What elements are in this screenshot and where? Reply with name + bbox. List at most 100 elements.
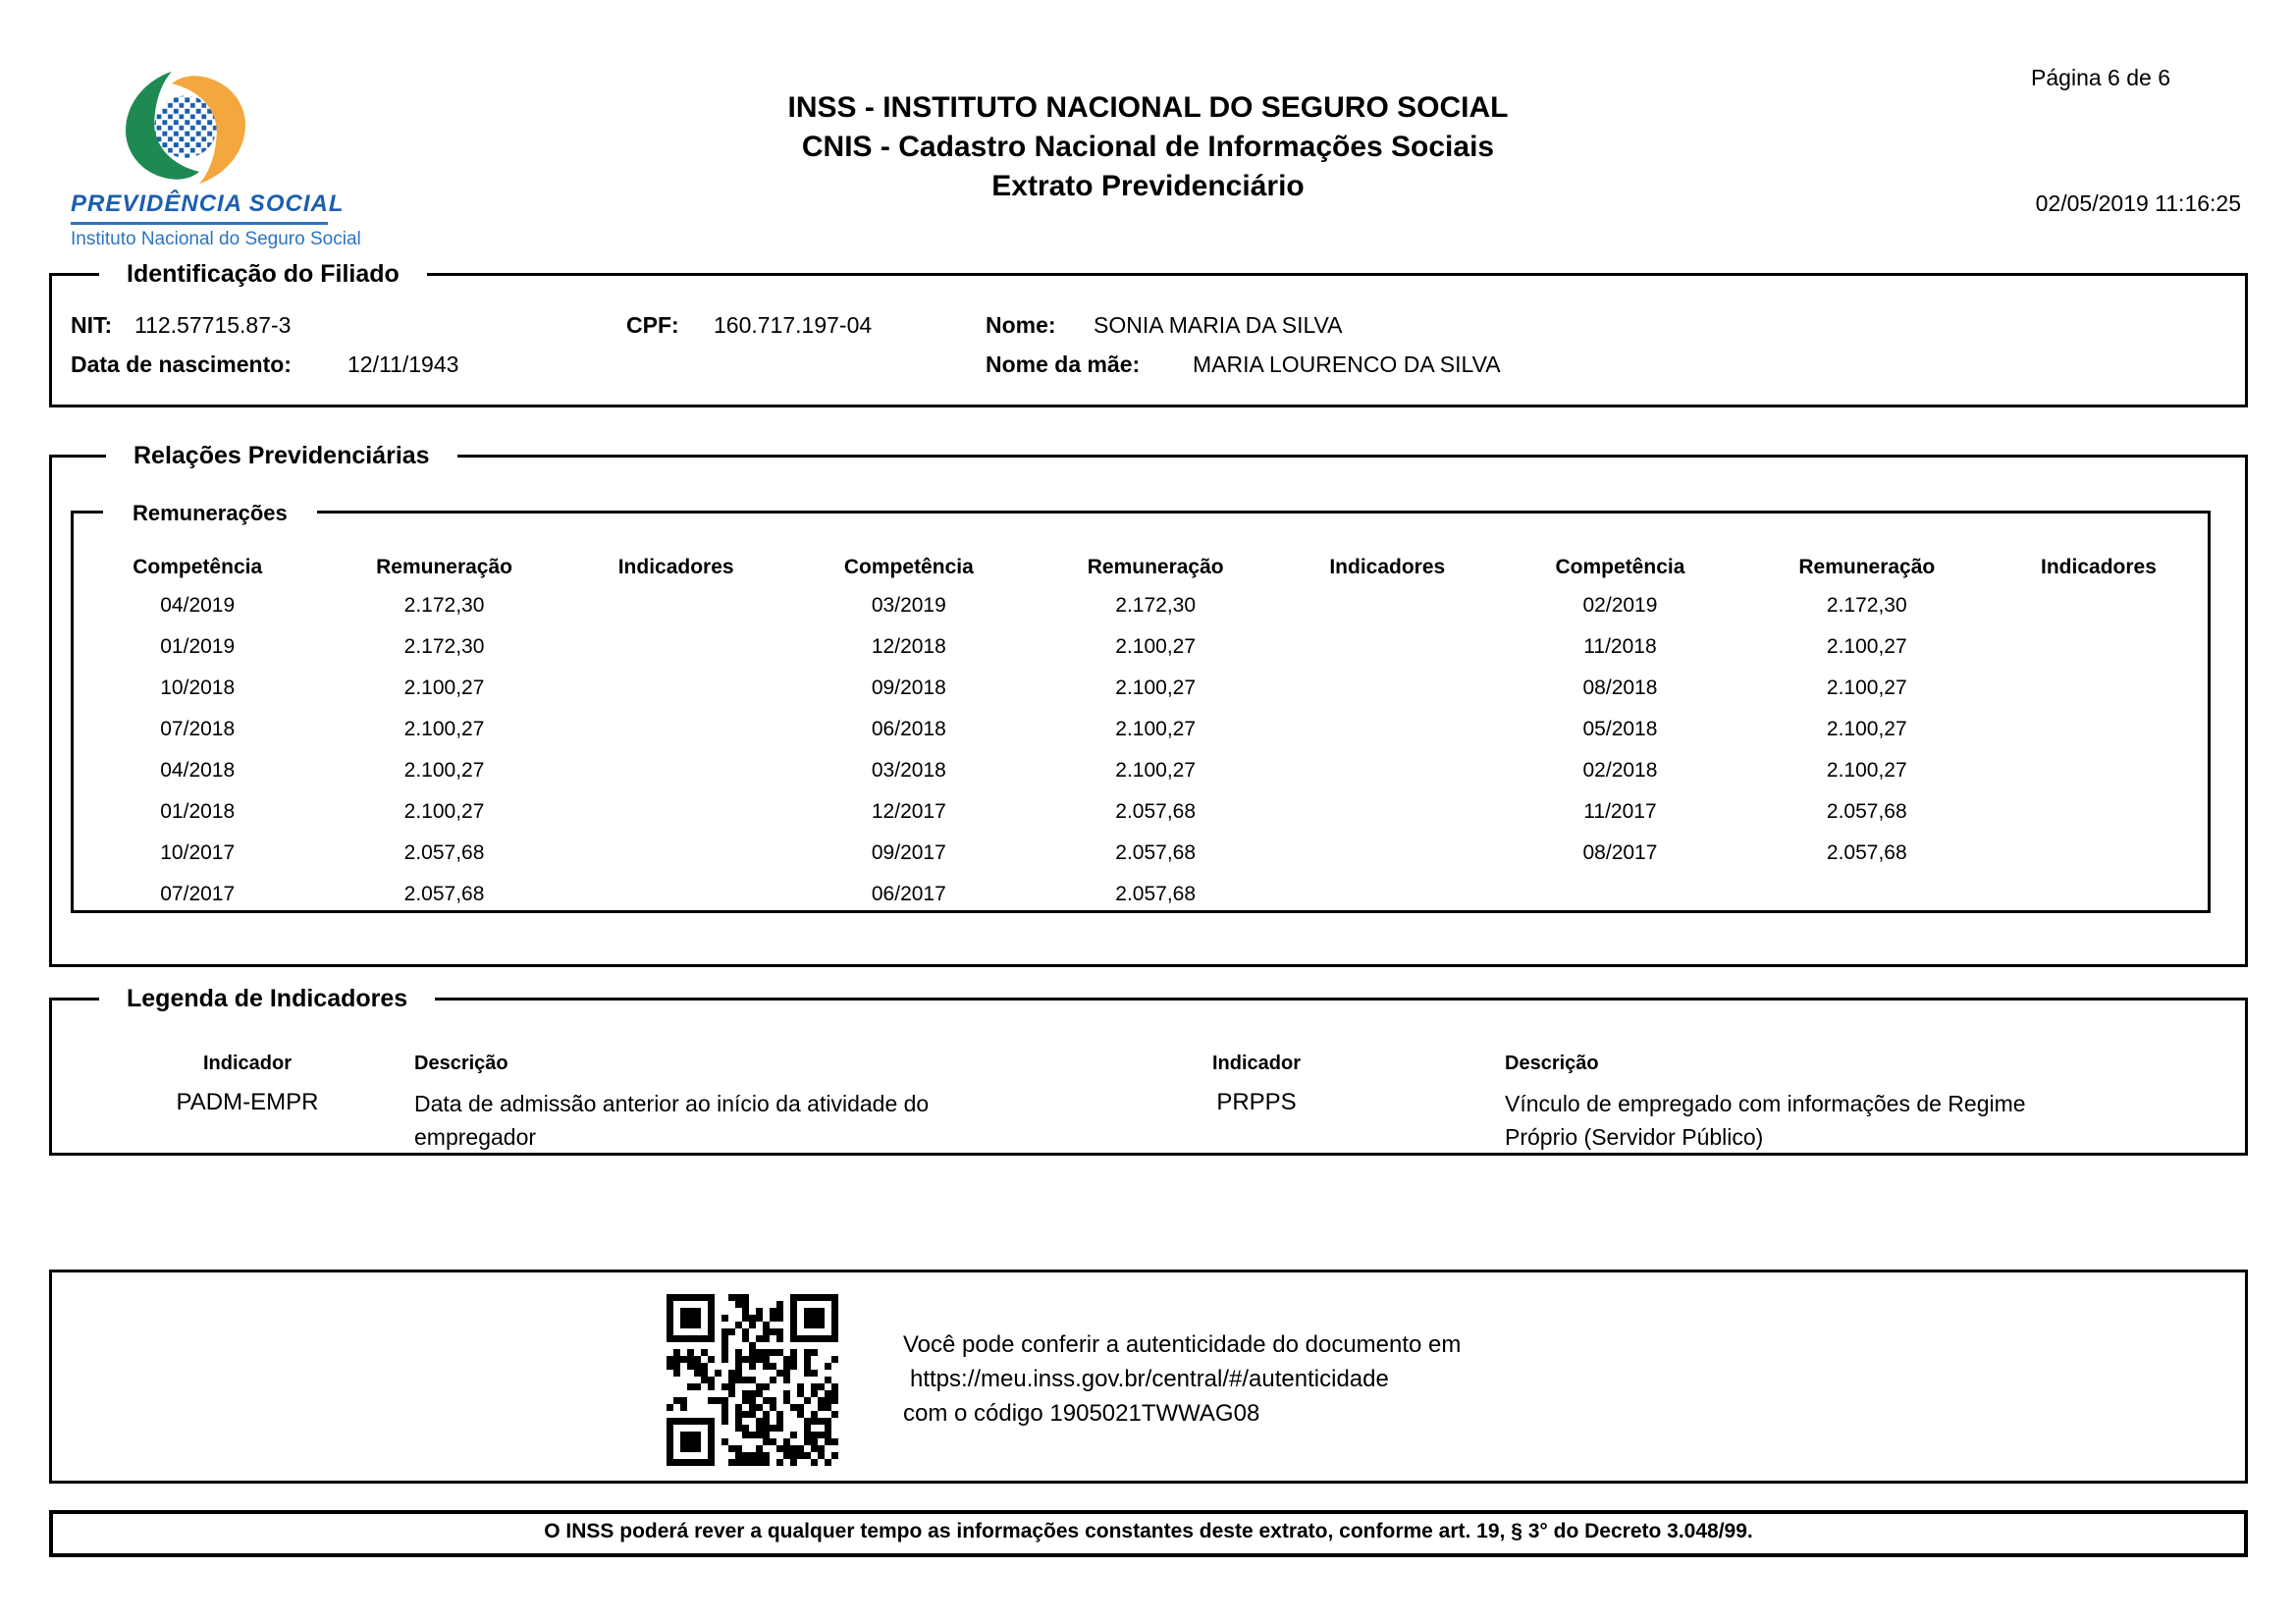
section-remuneracoes-title: Remunerações: [103, 499, 317, 528]
remuneracao-cell: [567, 709, 785, 750]
globe-icon: [154, 95, 217, 158]
autenticidade-code: com o código 1905021TWWAG08: [903, 1400, 1260, 1427]
legenda-indicador-header-1: Indicador: [202, 1053, 292, 1074]
remuneracao-row: 07/2017 2.057,68 06/2017 2.057,68: [74, 874, 2208, 915]
remuneracoes-header-cell: Competência: [843, 556, 974, 578]
remuneracao-cell: [1990, 833, 2208, 874]
remuneracao-cell: 2.100,27: [1115, 718, 1197, 740]
nascimento-value: 12/11/1943: [347, 352, 459, 377]
document-title: INSS - INSTITUTO NACIONAL DO SEGURO SOCI…: [0, 88, 2296, 206]
legenda-indicador-value-2: PRPPS: [1216, 1089, 1297, 1115]
remuneracao-cell: 2.172,30: [403, 635, 485, 658]
remuneracao-cell: [567, 668, 785, 709]
remuneracao-cell: [1744, 874, 1990, 915]
remuneracao-cell: 2.100,27: [1826, 718, 1907, 740]
remuneracao-row: 04/2018 2.100,27 03/2018 2.100,27 02/2018 2.1…: [74, 750, 2208, 791]
remuneracoes-header-cell: Competência: [133, 556, 263, 578]
remuneracao-cell: 2.057,68: [1115, 800, 1197, 823]
remuneracao-cell: 06/2017: [871, 883, 946, 905]
remuneracao-cell: 2.100,27: [403, 800, 485, 823]
section-relacoes-title: Relações Previdenciárias: [106, 441, 457, 470]
remuneracoes-table: Competência Remuneração Indicadores Competê…: [74, 550, 2208, 915]
remuneracao-cell: 2.057,68: [1115, 841, 1197, 864]
remuneracao-cell: 2.100,27: [403, 718, 485, 740]
remuneracao-cell: 02/2019: [1582, 594, 1658, 617]
remuneracao-cell: [567, 833, 785, 874]
section-legenda: Legenda de Indicadores Indicador Descriç…: [49, 984, 2248, 1156]
remuneracao-cell: 2.057,68: [1826, 841, 1907, 864]
remuneracao-cell: 09/2017: [871, 841, 946, 864]
remuneracoes-header-cell: Remuneração: [1087, 556, 1224, 578]
remuneracao-cell: [1990, 585, 2208, 626]
remuneracao-cell: [1278, 585, 1496, 626]
remuneracao-cell: 08/2017: [1582, 841, 1658, 864]
remuneracao-cell: [1278, 833, 1496, 874]
cpf-value: 160.717.197-04: [714, 312, 873, 338]
remuneracao-cell: [1278, 791, 1496, 833]
remuneracao-cell: 01/2018: [160, 800, 236, 823]
green-crescent: [126, 71, 200, 180]
remuneracao-cell: 2.172,30: [1115, 594, 1197, 617]
remuneracao-cell: [1496, 874, 1743, 915]
orange-crescent: [171, 76, 245, 185]
remuneracao-cell: 10/2018: [160, 676, 236, 699]
remuneracao-cell: 12/2017: [871, 800, 946, 823]
title-line-3: Extrato Previdenciário: [991, 170, 1305, 202]
footer-notice-text: O INSS poderá rever a qualquer tempo as …: [544, 1520, 1753, 1542]
legenda-indicador-header-2: Indicador: [1211, 1053, 1301, 1074]
remuneracao-cell: 2.057,68: [1115, 883, 1197, 905]
remuneracao-cell: 04/2019: [160, 594, 236, 617]
remuneracao-cell: [1278, 626, 1496, 668]
section-identificacao: Identificação do Filiado NIT: 112.57715.…: [49, 259, 2248, 407]
legenda-descricao-header-2: Descrição: [1505, 1053, 1599, 1074]
remuneracao-cell: [567, 874, 785, 915]
remuneracao-cell: 11/2018: [1583, 635, 1657, 658]
legenda-descricao-value-1: Data de admissão anterior ao início da a…: [414, 1091, 930, 1150]
remuneracao-cell: 03/2018: [871, 759, 946, 782]
autenticidade-url: https://meu.inss.gov.br/central/#/autent…: [910, 1366, 1389, 1392]
section-identificacao-title: Identificação do Filiado: [99, 259, 427, 289]
remuneracao-cell: 06/2018: [871, 718, 946, 740]
remuneracao-row: 01/2019 2.172,30 12/2018 2.100,27 11/2018 2.1…: [74, 626, 2208, 668]
remuneracao-cell: [567, 626, 785, 668]
remuneracao-cell: 03/2019: [871, 594, 946, 617]
remuneracao-cell: 2.100,27: [1826, 759, 1907, 782]
remuneracao-cell: [567, 791, 785, 833]
section-legenda-title: Legenda de Indicadores: [99, 984, 436, 1013]
remuneracao-cell: 2.100,27: [1826, 676, 1907, 699]
remuneracao-row: 10/2018 2.100,27 09/2018 2.100,27 08/2018 2.1…: [74, 668, 2208, 709]
nit-value: 112.57715.87-3: [134, 312, 292, 338]
section-remuneracoes: Remunerações Competência Remuneração Indic…: [71, 499, 2211, 915]
remuneracao-cell: [1990, 874, 2208, 915]
remuneracao-row: 07/2018 2.100,27 06/2018 2.100,27 05/2018 2.1…: [74, 709, 2208, 750]
remuneracao-cell: [1990, 709, 2208, 750]
remuneracao-row: 10/2017 2.057,68 09/2017 2.057,68 08/2017 2.0…: [74, 833, 2208, 874]
remuneracoes-header-cell: Indicadores: [2041, 556, 2157, 578]
remuneracao-cell: [1990, 791, 2208, 833]
nit-label: NIT:: [71, 312, 113, 338]
qr-code-icon: [667, 1294, 838, 1466]
remuneracao-cell: 02/2018: [1582, 759, 1658, 782]
section-autenticidade: Você pode conferir a autenticidade do do…: [49, 1270, 2248, 1484]
remuneracoes-header-cell: Remuneração: [1798, 556, 1936, 578]
remuneracao-cell: 08/2018: [1582, 676, 1658, 699]
remuneracao-cell: 05/2018: [1582, 718, 1658, 740]
remuneracao-cell: 10/2017: [160, 841, 236, 864]
remuneracao-cell: 07/2018: [160, 718, 236, 740]
autenticidade-text: Você pode conferir a autenticidade do do…: [903, 1327, 1461, 1431]
remuneracao-cell: 2.172,30: [403, 594, 485, 617]
remuneracoes-header-cell: Competência: [1555, 556, 1685, 578]
remuneracao-cell: [1278, 874, 1496, 915]
remuneracao-cell: [1990, 626, 2208, 668]
remuneracao-cell: 01/2019: [160, 635, 236, 658]
remuneracoes-header-cell: Remuneração: [376, 556, 512, 578]
nome-label: Nome:: [986, 312, 1056, 338]
remuneracao-cell: 09/2018: [871, 676, 946, 699]
remuneracao-cell: 2.100,27: [1115, 676, 1197, 699]
remuneracao-cell: [1990, 750, 2208, 791]
remuneracoes-header-cell: Indicadores: [1329, 556, 1446, 578]
remuneracao-cell: [567, 750, 785, 791]
logo-underline: [71, 222, 328, 225]
remuneracao-cell: 2.100,27: [1826, 635, 1907, 658]
